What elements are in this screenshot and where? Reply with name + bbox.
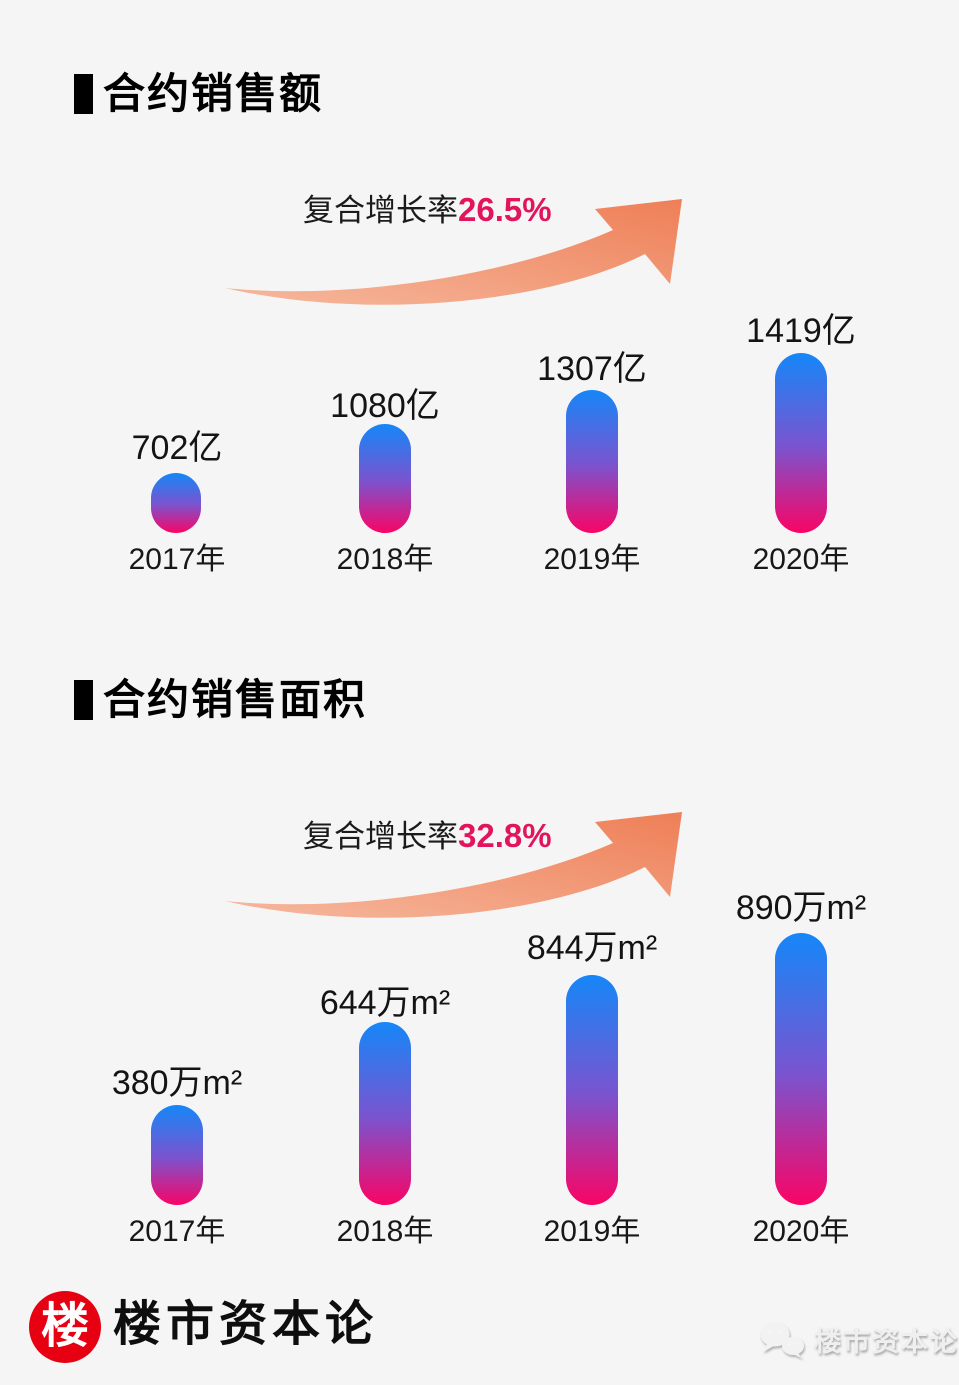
watermark: 楼市资本论: [758, 1320, 959, 1359]
area-value-2018: 644万m²: [319, 984, 451, 1022]
sales-value-2019: 1307亿: [537, 350, 647, 388]
sales-bar-2019: [566, 390, 618, 533]
sales-year-2018: 2018年: [336, 543, 434, 576]
brand-name: 楼市资本论: [113, 1298, 379, 1351]
area-value-2017: 380万m²: [111, 1064, 243, 1102]
section-sales-title-text: 合约销售额: [103, 70, 324, 117]
growth-arrow-icon: [225, 812, 682, 918]
sales-growth-annotation: 复合增长率26.5%: [303, 191, 552, 230]
area-year-2020: 2020年: [752, 1215, 850, 1248]
area-bar-2018: [359, 1022, 411, 1205]
section-area-title: 合约销售面积: [74, 677, 367, 723]
sales-value-2018: 1080亿: [330, 387, 440, 425]
brand-logo-char: 楼: [40, 1300, 89, 1353]
sales-value-2017: 702亿: [131, 429, 223, 467]
area-bar-2019: [566, 975, 618, 1205]
area-value-2020: 890万m²: [735, 889, 867, 927]
sales-value-2020: 1419亿: [746, 312, 856, 350]
growth-label: 复合增长率: [303, 193, 458, 228]
section-sales-title: 合约销售额: [74, 71, 323, 117]
sales-year-2020: 2020年: [752, 543, 850, 576]
wechat-icon: [760, 1322, 804, 1358]
area-year-2019: 2019年: [543, 1215, 641, 1248]
section-area-title-text: 合约销售面积: [103, 676, 368, 723]
sales-year-2017: 2017年: [128, 543, 226, 576]
sales-bar-2020: [775, 353, 827, 533]
title-square-marker: [74, 680, 93, 720]
area-growth-annotation: 复合增长率32.8%: [303, 817, 552, 856]
growth-label: 复合增长率: [303, 819, 458, 854]
area-bar-2020: [775, 933, 827, 1205]
growth-value: 32.8%: [458, 817, 552, 854]
area-year-2017: 2017年: [128, 1215, 226, 1248]
watermark-text: 楼市资本论: [814, 1327, 959, 1357]
sales-year-2019: 2019年: [543, 543, 641, 576]
area-value-2019: 844万m²: [526, 929, 658, 967]
brand-logo: 楼: [29, 1291, 101, 1363]
area-bar-2017: [151, 1105, 203, 1205]
title-square-marker: [74, 74, 93, 114]
growth-value: 26.5%: [458, 191, 552, 228]
sales-bar-2017: [151, 473, 201, 533]
growth-arrow-icon: [225, 199, 682, 305]
sales-bar-2018: [359, 424, 411, 533]
area-year-2018: 2018年: [336, 1215, 434, 1248]
